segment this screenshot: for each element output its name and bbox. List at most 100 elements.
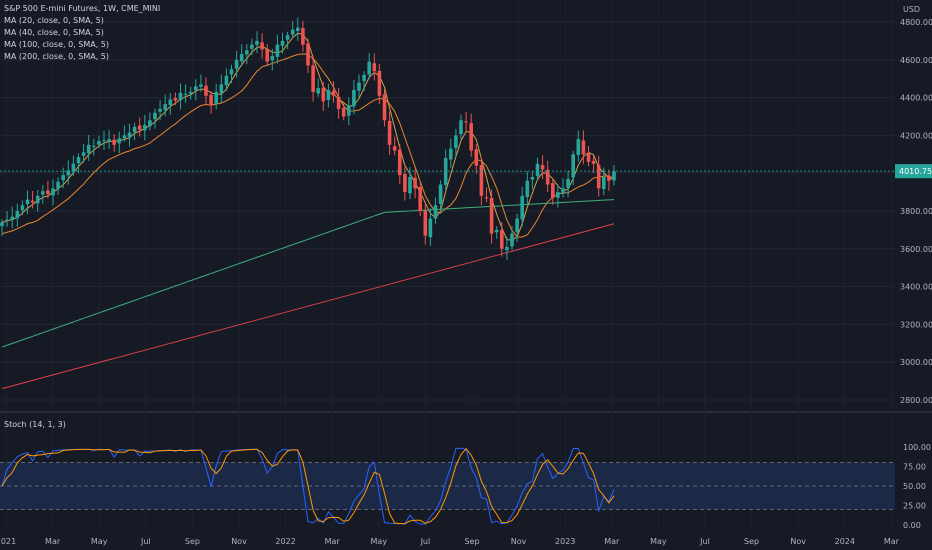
ma200-line xyxy=(1,223,615,390)
ma100-label: MA (100, close, 0, SMA, 5) xyxy=(4,40,110,49)
candle-body xyxy=(347,105,351,116)
candle-body xyxy=(51,188,55,196)
candle-body xyxy=(551,183,555,198)
candle-body xyxy=(66,170,71,176)
price-tick-label: 4200.00 xyxy=(900,131,932,140)
candle-body xyxy=(474,149,479,166)
candles xyxy=(0,17,616,260)
candle-body xyxy=(377,70,382,96)
candle-body xyxy=(194,86,198,91)
axes: 4800.00 4600.00 4400.00 4200.00 3800.00 3600.… xyxy=(0,5,932,546)
stoch-tick-label: 100.00 xyxy=(903,443,931,452)
stoch-tick-label: 50.00 xyxy=(903,482,926,491)
grid xyxy=(0,21,932,413)
ma200-label: MA (200, close, 0, SMA, 5) xyxy=(4,52,110,61)
candle-body xyxy=(372,63,377,72)
stoch-band xyxy=(0,462,895,510)
time-tick-label: Mar xyxy=(884,537,900,546)
candle-body xyxy=(234,59,239,69)
price-tick-label: 3800.00 xyxy=(900,207,932,216)
candle-body xyxy=(530,176,535,180)
candle-body xyxy=(362,74,366,82)
time-tick-label: 2024 xyxy=(835,537,855,546)
candle-body xyxy=(418,186,422,211)
candle-body xyxy=(326,90,331,100)
candle-body xyxy=(398,149,402,176)
candle-body xyxy=(602,176,606,189)
candle-body xyxy=(290,29,295,35)
chart-title: S&P 500 E-mini Futures, 1W, CME_MINI xyxy=(4,4,161,13)
candle-body xyxy=(224,75,229,86)
candle-body xyxy=(449,148,453,160)
time-tick-label: Jul xyxy=(420,537,431,546)
candle-body xyxy=(81,152,86,156)
candle-body xyxy=(311,65,315,92)
candle-body xyxy=(515,218,519,233)
candle-body xyxy=(433,205,438,219)
candle-body xyxy=(484,197,489,199)
candle-body xyxy=(76,157,81,164)
time-tick-label: Jul xyxy=(140,537,151,546)
candle-body xyxy=(132,126,137,133)
candle-body xyxy=(306,43,310,66)
stoch-tick-label: 25.00 xyxy=(903,502,926,511)
time-tick-label: Nov xyxy=(790,537,806,546)
candle-body xyxy=(153,112,157,120)
candle-body xyxy=(382,94,387,121)
candle-body xyxy=(270,56,275,61)
candle-body xyxy=(489,198,494,234)
candle-body xyxy=(214,91,218,105)
candle-body xyxy=(321,87,326,102)
time-tick-label: Nov xyxy=(231,537,247,546)
candle-body xyxy=(137,125,142,130)
time-tick-label: May xyxy=(91,537,108,546)
candle-body xyxy=(438,184,443,204)
candle-body xyxy=(403,174,407,193)
candle-body xyxy=(35,195,40,204)
candle-body xyxy=(280,40,285,46)
time-tick-label: May xyxy=(650,537,667,546)
time-tick-label: Mar xyxy=(45,537,61,546)
candle-body xyxy=(540,165,545,170)
candle-body xyxy=(571,154,575,178)
candle-body xyxy=(566,178,570,189)
price-tick-label: 3400.00 xyxy=(900,283,932,292)
candle-body xyxy=(341,107,346,117)
last-price-label: 4010.75 xyxy=(899,167,932,176)
price-tick-label: 2800.00 xyxy=(900,396,932,405)
candle-body xyxy=(357,82,361,91)
candle-body xyxy=(510,233,514,247)
candle-body xyxy=(459,120,463,135)
candle-body xyxy=(30,200,35,203)
candle-body xyxy=(505,246,509,251)
candle-body xyxy=(454,135,458,148)
candle-body xyxy=(596,165,601,189)
stoch-tick-label: 75.00 xyxy=(903,463,926,472)
candle-body xyxy=(239,54,244,62)
time-tick-label: May xyxy=(371,537,388,546)
time-tick-label: Nov xyxy=(511,537,527,546)
time-tick-label: Jul xyxy=(699,537,710,546)
candle-body xyxy=(173,98,178,101)
candle-body xyxy=(428,218,433,238)
time-tick-label: Mar xyxy=(325,537,341,546)
price-tick-label: 4400.00 xyxy=(900,94,932,103)
candle-body xyxy=(117,138,122,144)
ma20-label: MA (20, close, 0, SMA, 5) xyxy=(4,16,104,25)
candle-body xyxy=(336,96,341,109)
candle-body xyxy=(561,188,565,194)
candle-body xyxy=(245,50,249,55)
candle-body xyxy=(331,90,336,96)
candle-body xyxy=(229,69,234,75)
time-tick-label: 2021 xyxy=(0,537,16,546)
stoch-d-line xyxy=(1,447,615,525)
ma100-line xyxy=(1,199,615,348)
candle-body xyxy=(61,175,65,181)
candle-body xyxy=(0,222,4,227)
candle-body xyxy=(576,139,581,155)
candle-body xyxy=(158,108,162,112)
candle-body xyxy=(367,61,371,75)
candle-body xyxy=(607,175,611,181)
candle-body xyxy=(423,210,428,236)
